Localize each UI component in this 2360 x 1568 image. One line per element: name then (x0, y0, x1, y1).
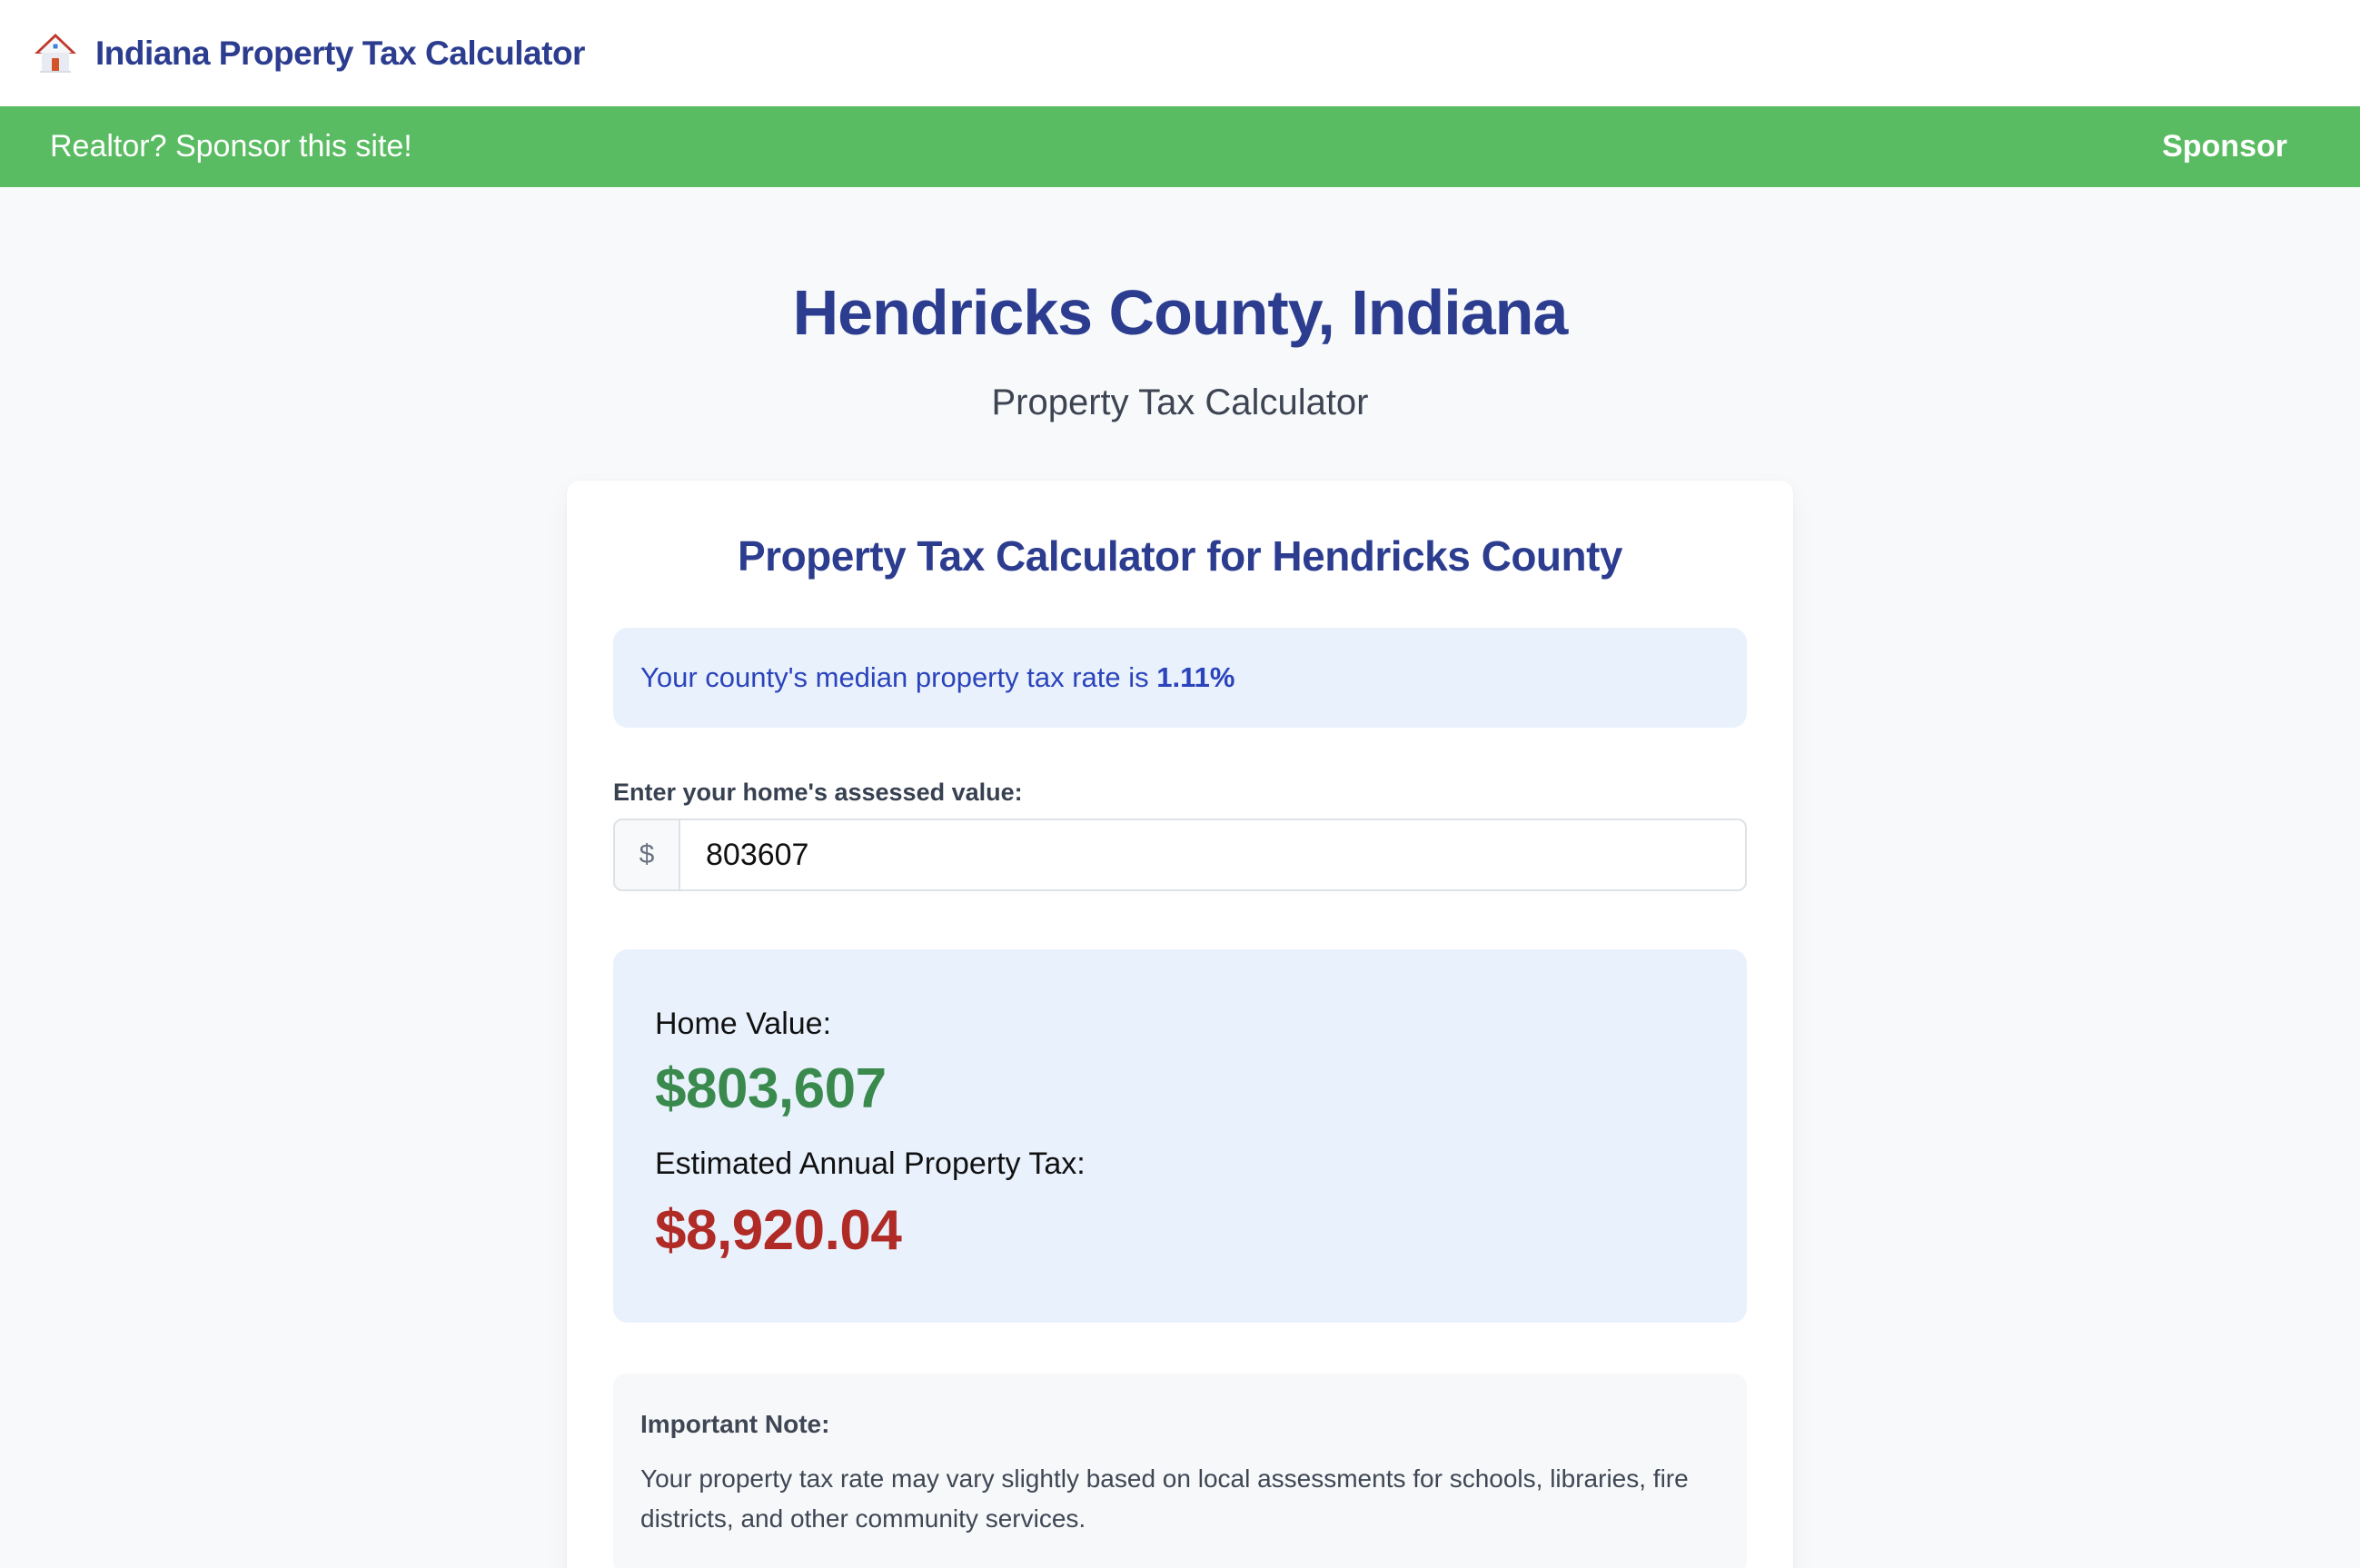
median-rate-value: 1.11% (1156, 661, 1235, 693)
assessed-value-input[interactable] (680, 819, 1747, 891)
assessed-value-input-group: $ (613, 819, 1747, 891)
calculator-heading: Property Tax Calculator for Hendricks Co… (737, 532, 1623, 580)
sponsor-link[interactable]: Sponsor (2162, 129, 2287, 164)
currency-prefix: $ (613, 819, 680, 891)
page-title: Hendricks County, Indiana (792, 277, 1569, 348)
tax-amount: $8,920.04 (655, 1199, 902, 1262)
home-value-label: Home Value: (655, 1007, 832, 1041)
sponsor-message: Realtor? Sponsor this site! (50, 129, 412, 164)
median-rate-info-box: Your county's median property tax rate i… (613, 628, 1747, 728)
brand-link[interactable]: Indiana Property Tax Calculator (34, 32, 585, 75)
home-value-amount: $803,607 (655, 1057, 887, 1120)
house-icon (35, 33, 76, 73)
results-box: Home Value: $803,607 Estimated Annual Pr… (613, 949, 1747, 1323)
median-rate-text: Your county's median property tax rate i… (640, 661, 1157, 693)
important-note-heading: Important Note: (640, 1410, 830, 1438)
site-title: Indiana Property Tax Calculator (95, 34, 585, 72)
important-note-box: Important Note: Your property tax rate m… (613, 1374, 1747, 1568)
sponsor-banner: Realtor? Sponsor this site! Sponsor (0, 106, 2360, 187)
important-note-body: Your property tax rate may vary slightly… (640, 1464, 1689, 1533)
calculator-card: Property Tax Calculator for Hendricks Co… (567, 481, 1793, 1568)
page-subtitle: Property Tax Calculator (991, 382, 1369, 422)
main-content: Hendricks County, Indiana Property Tax C… (0, 278, 2360, 1568)
site-header: Indiana Property Tax Calculator (0, 0, 2360, 106)
tax-label: Estimated Annual Property Tax: (655, 1146, 1086, 1181)
assessed-value-label: Enter your home's assessed value: (613, 779, 1023, 806)
